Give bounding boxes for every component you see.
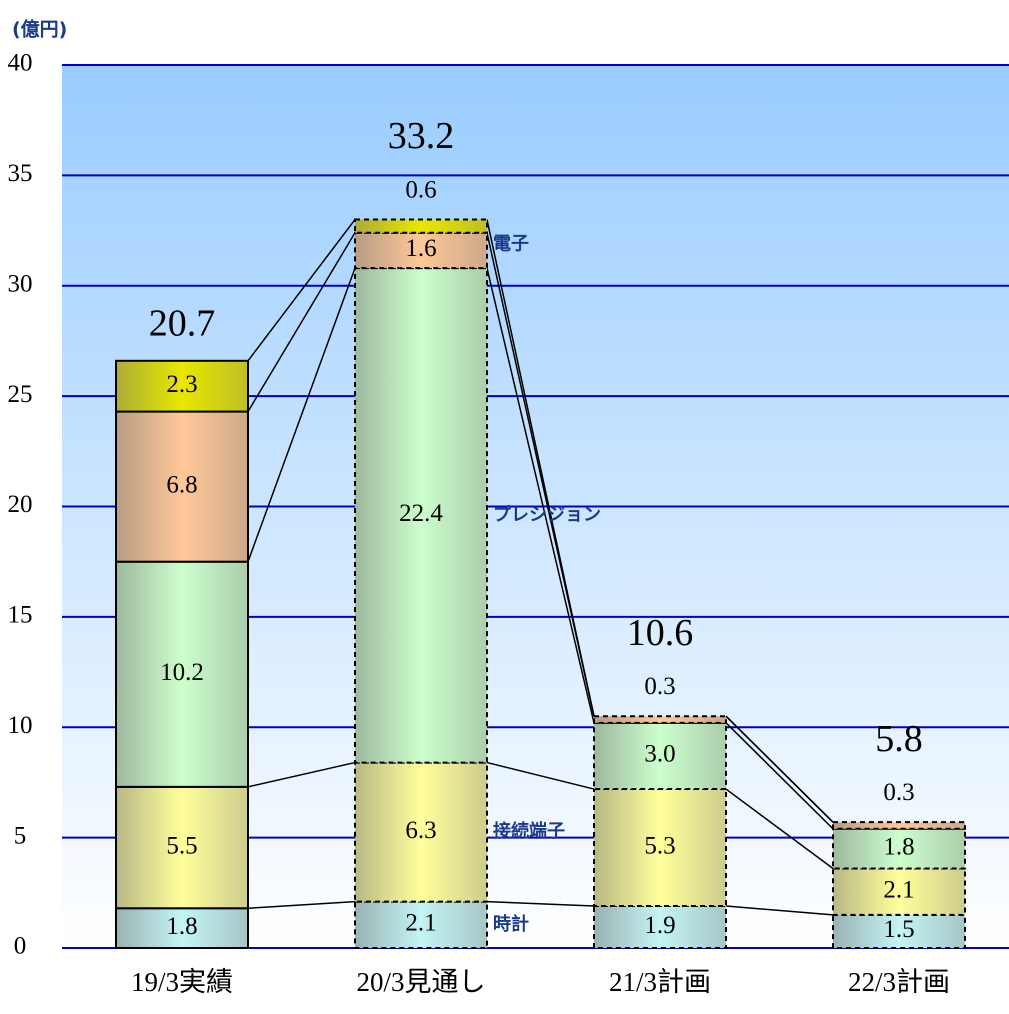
bar-segment: [354, 900, 488, 950]
connector-line: [247, 232, 356, 412]
y-tick-label: 25: [8, 381, 33, 408]
bar-segment: [354, 267, 488, 764]
segment-label: 5.5: [166, 832, 197, 859]
segment-label: 6.3: [405, 817, 436, 844]
segment-label: 1.6: [405, 235, 436, 262]
bar-segment: [593, 715, 727, 724]
bar-segment: [832, 913, 966, 950]
bar-segment: [354, 761, 488, 903]
bar-segment: [832, 867, 966, 916]
connector-line: [725, 788, 834, 870]
connector-line: [725, 715, 834, 823]
segment-label: 22.4: [399, 500, 443, 527]
y-tick-label: 0: [14, 933, 27, 960]
connector-line: [247, 900, 356, 910]
segment-label: 1.9: [644, 912, 675, 939]
bar-segment: [115, 560, 249, 788]
total-label: 10.6: [627, 612, 694, 654]
segment-label: 2.1: [405, 910, 436, 937]
connector-line: [247, 761, 356, 788]
connector-line: [486, 267, 595, 724]
unit-label: (億円): [12, 18, 67, 41]
bar-segment: [115, 907, 249, 950]
connector-line: [725, 722, 834, 830]
bar-segment: [115, 410, 249, 563]
bar-segment: [593, 721, 727, 791]
x-tick-label: 22/3計画: [848, 967, 950, 997]
total-label: 33.2: [388, 115, 455, 157]
segment-label: 10.2: [160, 659, 204, 686]
total-label: 5.8: [875, 718, 923, 760]
bar-segment: [354, 231, 488, 270]
segment-label: 1.8: [883, 833, 914, 860]
connector-line: [247, 219, 356, 362]
series-label: 電子: [493, 233, 529, 254]
y-tick-label: 10: [8, 712, 33, 739]
bar-segment: [593, 788, 727, 908]
bar-segment: [354, 218, 488, 234]
segment-label: 2.3: [166, 371, 197, 398]
segment-label: 2.1: [883, 876, 914, 903]
connector-line: [725, 905, 834, 916]
y-tick-label: 40: [8, 50, 33, 77]
segment-label: 1.5: [883, 916, 914, 943]
series-label: 接続端子: [493, 820, 565, 842]
x-tick-label: 19/3実績: [131, 967, 233, 997]
x-tick-label: 21/3計画: [609, 967, 711, 997]
y-tick-label: 15: [8, 602, 33, 629]
connector-line: [486, 219, 595, 717]
connector-line: [486, 761, 595, 790]
total-label: 20.7: [149, 303, 216, 345]
y-tick-label: 20: [8, 491, 33, 518]
y-tick-label: 35: [8, 160, 33, 187]
segment-label: 6.8: [166, 471, 197, 498]
segment-label: 0.3: [644, 673, 675, 700]
segment-label: 3.0: [644, 741, 675, 768]
series-label: 時計: [493, 913, 529, 935]
connector-line: [247, 267, 356, 562]
series-label: プレシジョン: [493, 503, 601, 525]
segment-label: 0.6: [405, 176, 436, 203]
bar-segment: [115, 785, 249, 910]
connector-line: [486, 900, 595, 907]
bar-segment: [115, 359, 249, 413]
bar-segment: [832, 821, 966, 830]
segment-label: 0.3: [883, 779, 914, 806]
y-tick-label: 30: [8, 270, 33, 297]
x-tick-label: 20/3見通し: [356, 967, 485, 997]
segment-label: 5.3: [644, 832, 675, 859]
y-tick-label: 5: [14, 822, 27, 849]
segment-label: 1.8: [166, 913, 197, 940]
